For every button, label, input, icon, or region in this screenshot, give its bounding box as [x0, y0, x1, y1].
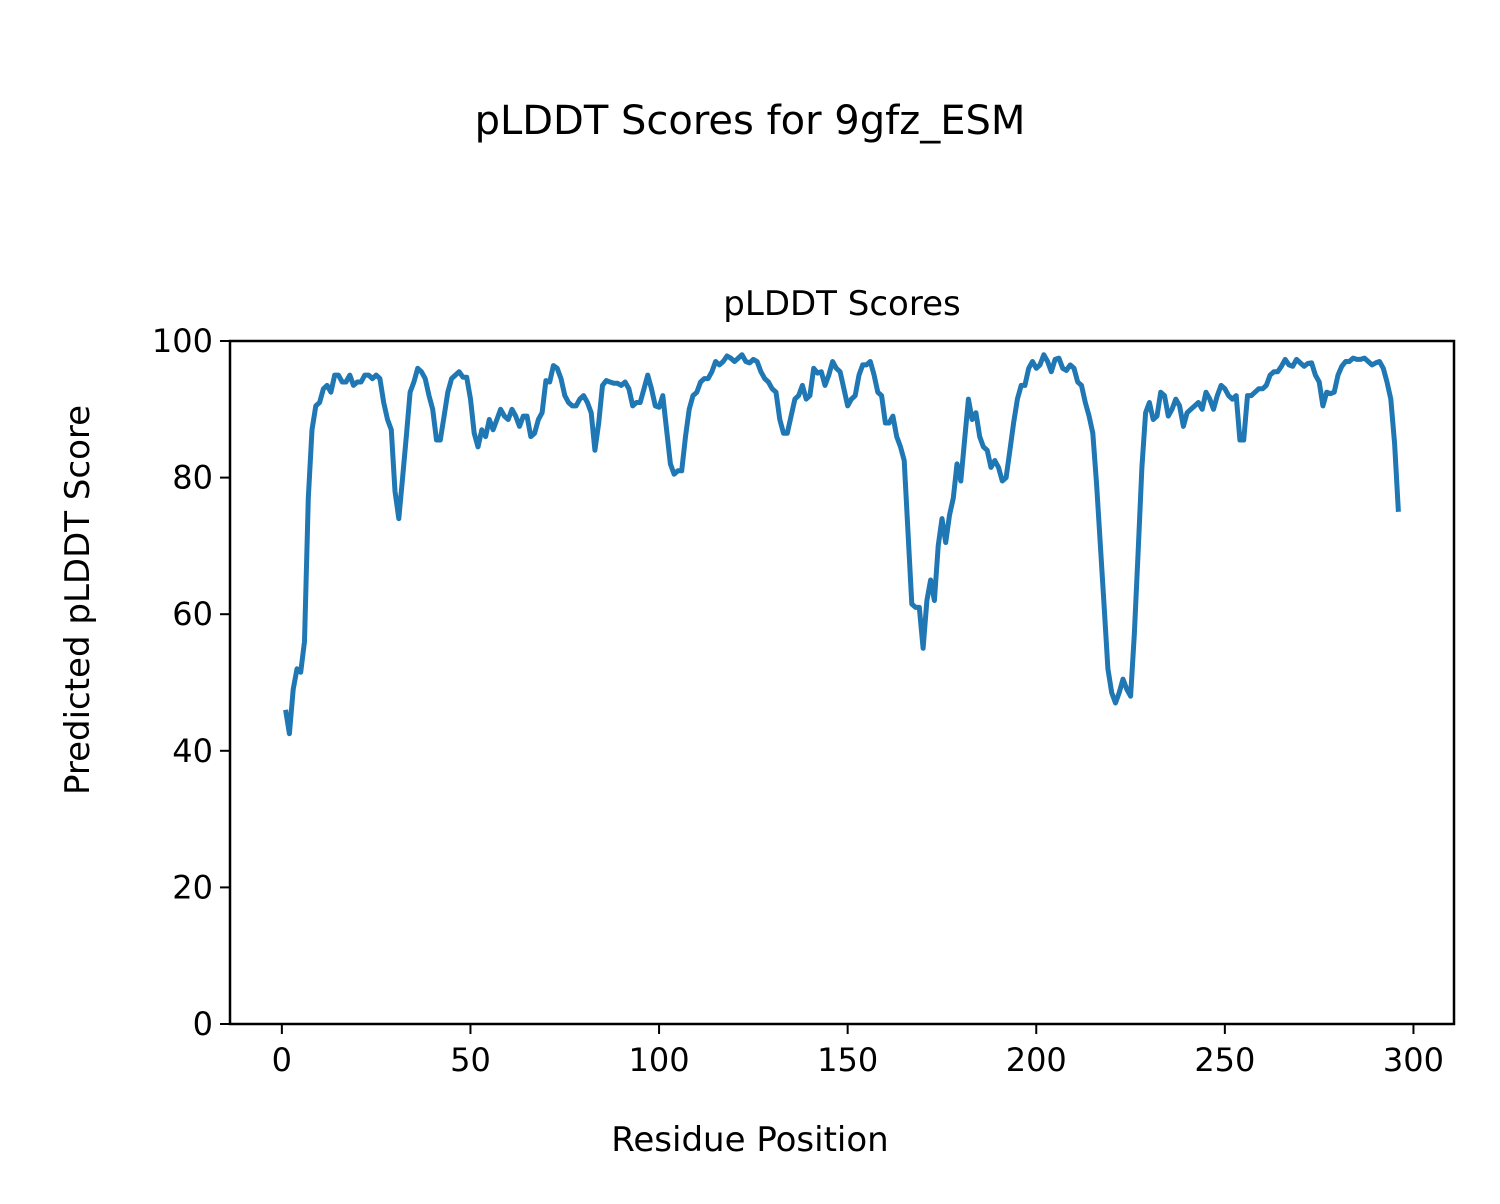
y-tick-label: 40: [172, 732, 213, 770]
x-tick-label: 200: [1006, 1041, 1067, 1079]
x-axis-ticks: 0 50 100 150 200 250 300: [272, 1024, 1444, 1079]
x-tick-label: 250: [1194, 1041, 1255, 1079]
x-tick-label: 300: [1383, 1041, 1444, 1079]
x-tick-label: 100: [629, 1041, 690, 1079]
y-axis-ticks: 0 20 40 60 80 100: [152, 322, 230, 1043]
x-axis-label: Residue Position: [611, 1120, 888, 1160]
y-tick-label: 100: [152, 322, 213, 360]
y-tick-label: 80: [172, 459, 213, 497]
x-tick-label: 0: [272, 1041, 292, 1079]
y-tick-label: 0: [193, 1005, 213, 1043]
y-tick-label: 60: [172, 595, 213, 633]
axes-title: pLDDT Scores: [723, 284, 960, 324]
plddt-line: [283, 352, 1401, 737]
axes-frame: [228, 339, 1456, 1026]
figure-suptitle: pLDDT Scores for 9gfz_ESM: [475, 98, 1026, 144]
y-tick-label: 20: [172, 868, 213, 906]
x-tick-label: 50: [450, 1041, 491, 1079]
x-tick-label: 150: [817, 1041, 878, 1079]
y-axis-label: Predicted pLDDT Score: [58, 405, 98, 795]
